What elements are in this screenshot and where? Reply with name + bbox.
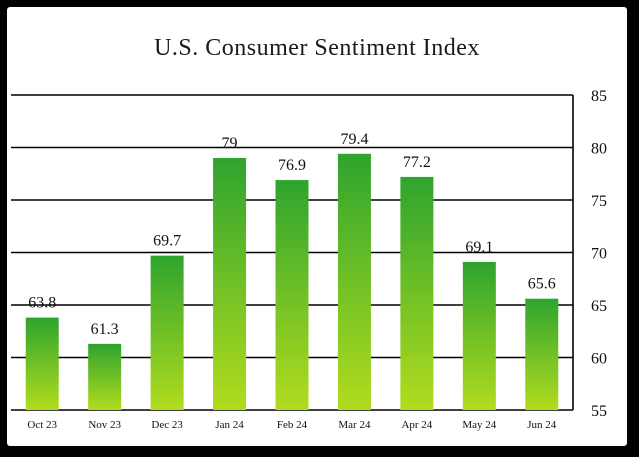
bar (337, 153, 371, 411)
y-tick-label: 80 (591, 141, 607, 158)
data-label: 61.3 (91, 321, 119, 338)
bar-chart: 63.8 Oct 23 61.3 Nov 23 69.7 Dec 23 79 Jan 24 76… (11, 88, 607, 431)
x-tick-label: Feb 24 (277, 419, 308, 431)
y-tick-label: 70 (591, 246, 607, 263)
bar (25, 317, 59, 410)
x-tick-label: Mar 24 (338, 419, 371, 431)
y-tick-label: 85 (591, 88, 607, 105)
bar (88, 343, 122, 410)
chart-frame: U.S. Consumer Sentiment Index 63.8 Oct 23… (7, 7, 627, 446)
y-tick-label: 65 (591, 298, 607, 315)
bar (525, 298, 559, 410)
data-label: 77.2 (403, 154, 431, 171)
x-tick-label: May 24 (462, 419, 496, 431)
chart-title: U.S. Consumer Sentiment Index (154, 35, 480, 61)
bar (150, 255, 184, 410)
data-label: 63.8 (28, 295, 56, 312)
x-tick-label: Nov 23 (88, 419, 121, 431)
bar (213, 158, 247, 410)
bar (462, 261, 496, 410)
x-tick-label: Jun 24 (527, 419, 557, 431)
bar (400, 176, 434, 410)
x-tick-label: Oct 23 (27, 419, 57, 431)
data-label: 69.1 (465, 239, 493, 256)
data-label: 79 (222, 135, 238, 152)
data-label: 69.7 (153, 233, 181, 250)
bar (275, 180, 309, 410)
data-label: 65.6 (528, 276, 556, 293)
y-tick-label: 55 (591, 403, 607, 420)
data-label: 79.4 (340, 131, 368, 148)
data-label: 76.9 (278, 157, 306, 174)
x-tick-label: Apr 24 (401, 419, 432, 431)
x-tick-label: Jan 24 (215, 419, 244, 431)
y-tick-label: 60 (591, 351, 607, 368)
x-tick-label: Dec 23 (151, 419, 183, 431)
y-tick-label: 75 (591, 193, 607, 210)
